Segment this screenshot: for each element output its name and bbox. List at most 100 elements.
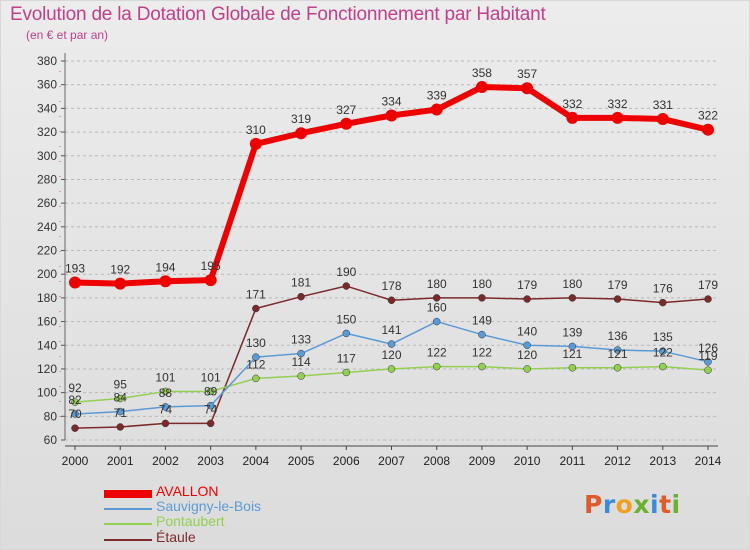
data-label: 121 [562, 347, 582, 361]
data-label: 122 [472, 346, 492, 360]
data-point [478, 330, 486, 339]
x-tick-label: 2000 [62, 454, 89, 468]
legend-swatch [104, 490, 152, 498]
data-point [613, 346, 622, 354]
data-label: 121 [608, 347, 628, 361]
data-label: 194 [155, 260, 175, 274]
data-point [659, 362, 667, 371]
data-point [475, 81, 488, 94]
x-tick-label: 2006 [333, 454, 360, 468]
data-point [161, 387, 170, 396]
data-label: 114 [292, 355, 311, 369]
legend-label: Étaule [156, 529, 196, 545]
y-tick-label: 360 [37, 78, 57, 92]
y-tick-label: 300 [37, 149, 57, 163]
data-label: 190 [336, 265, 356, 279]
data-point [659, 298, 667, 307]
y-tick-label: 140 [37, 338, 57, 352]
data-label: 141 [381, 323, 401, 337]
data-point [206, 387, 215, 396]
data-label: 181 [291, 276, 311, 290]
data-point [297, 372, 305, 380]
data-label: 82 [68, 393, 82, 407]
data-point [69, 276, 81, 289]
y-tick-label: 280 [37, 172, 57, 186]
data-label: 339 [427, 89, 447, 103]
data-point [297, 349, 305, 358]
logo-letter: r [602, 490, 616, 519]
x-tick-label: 2009 [469, 454, 496, 468]
legend-label: AVALLON [156, 483, 219, 499]
data-label: 319 [291, 112, 311, 126]
data-point [295, 127, 308, 140]
y-tick-label: 120 [37, 362, 57, 376]
data-label: 176 [653, 282, 673, 296]
data-point [566, 111, 579, 124]
logo-letter: i [671, 490, 681, 519]
data-point [702, 123, 714, 136]
data-point [114, 277, 127, 290]
data-label: 171 [246, 288, 266, 302]
data-label: 89 [204, 385, 218, 399]
data-label: 334 [381, 94, 401, 108]
data-label: 192 [110, 263, 130, 277]
data-point [342, 329, 351, 338]
data-label: 140 [517, 324, 537, 338]
data-point [116, 407, 124, 416]
data-point [523, 365, 531, 373]
data-point [432, 317, 441, 326]
data-label: 135 [653, 330, 673, 344]
data-point [523, 295, 531, 303]
data-label: 112 [246, 357, 265, 371]
data-point [116, 423, 124, 431]
data-point [342, 368, 351, 377]
data-point [568, 342, 577, 351]
data-point [252, 353, 260, 361]
x-tick-label: 2011 [559, 454, 585, 468]
data-point [387, 340, 396, 348]
data-label: 88 [159, 386, 173, 400]
x-tick-label: 2010 [514, 454, 541, 468]
data-label: 180 [427, 277, 447, 291]
y-tick-label: 180 [37, 291, 57, 305]
data-label: 120 [381, 348, 401, 362]
data-point [161, 403, 170, 411]
x-tick-label: 2014 [695, 454, 722, 468]
data-point [430, 103, 443, 116]
y-tick-label: 340 [37, 101, 57, 115]
x-tick-label: 2007 [378, 454, 405, 468]
data-point [116, 394, 124, 403]
data-label: 120 [517, 348, 537, 362]
data-label: 101 [155, 370, 175, 384]
data-point [478, 362, 486, 371]
data-point [252, 374, 260, 383]
data-point [523, 341, 531, 349]
data-point [71, 424, 79, 432]
y-tick-label: 80 [44, 409, 58, 423]
data-label: 74 [204, 402, 218, 416]
data-label: 71 [114, 406, 128, 420]
data-point [206, 401, 215, 410]
data-point [656, 113, 669, 126]
data-label: 358 [472, 66, 492, 80]
data-label: 150 [336, 312, 356, 326]
x-tick-label: 2008 [423, 454, 450, 468]
data-label: 179 [698, 278, 718, 292]
data-label: 126 [698, 341, 718, 355]
y-tick-label: 200 [37, 267, 57, 281]
data-point [252, 304, 260, 313]
y-tick-label: 240 [37, 220, 57, 234]
data-label: 179 [608, 278, 628, 292]
y-tick-label: 380 [37, 54, 57, 68]
data-label: 332 [608, 97, 628, 111]
legend-swatch [104, 523, 152, 525]
x-tick-label: 2002 [152, 454, 179, 468]
data-label: 117 [337, 351, 356, 365]
y-tick-label: 60 [44, 433, 58, 447]
data-point [568, 364, 577, 372]
data-point [387, 296, 396, 304]
data-point [521, 82, 534, 95]
data-label: 180 [562, 277, 582, 291]
